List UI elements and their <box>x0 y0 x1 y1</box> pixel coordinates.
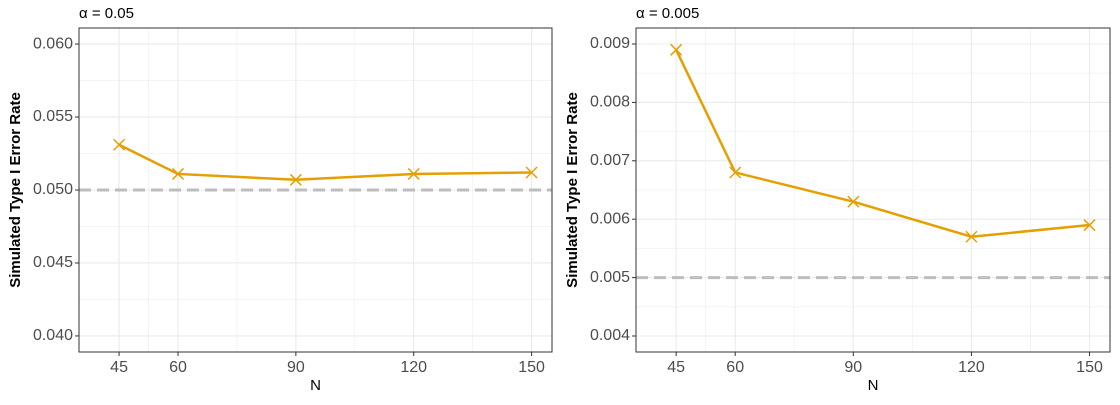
y-tick-label: 0.045 <box>33 254 73 271</box>
y-tick-label: 0.040 <box>33 327 73 344</box>
y-tick-label: 0.006 <box>590 210 630 227</box>
y-axis-label: Simulated Type I Error Rate <box>7 92 24 288</box>
point-marker <box>670 43 683 56</box>
y-tick-label: 0.007 <box>590 152 630 169</box>
x-tick-label: 90 <box>287 359 305 376</box>
y-tick-label: 0.008 <box>590 94 630 111</box>
x-tick-label: 120 <box>400 359 427 376</box>
point-marker <box>113 138 126 151</box>
point-marker <box>847 195 860 208</box>
x-tick-label: 120 <box>958 359 985 376</box>
series-line <box>118 143 532 182</box>
x-tick-label: 45 <box>667 359 685 376</box>
x-tick-label: 45 <box>110 359 128 376</box>
x-tick-label: 60 <box>726 359 744 376</box>
x-tick-label: 60 <box>169 359 187 376</box>
panel: α = 0.05 0.040 0.045 0.050 0.055 0.060 45 60 90 1… <box>7 5 553 394</box>
x-tick-label: 150 <box>518 359 545 376</box>
panel-title: α = 0.005 <box>636 5 699 22</box>
plot-border <box>78 27 553 353</box>
x-tick-label: 90 <box>844 359 862 376</box>
panel-title: α = 0.05 <box>79 5 134 22</box>
y-tick-label: 0.004 <box>590 327 630 344</box>
y-axis-label: Simulated Type I Error Rate <box>564 92 581 288</box>
point-marker <box>729 166 742 179</box>
point-marker <box>525 166 538 179</box>
series-line <box>675 49 1090 238</box>
x-tick-label: 150 <box>1076 359 1103 376</box>
plot-border <box>635 27 1111 353</box>
x-axis-label: N <box>310 377 321 394</box>
point-marker <box>171 167 185 180</box>
x-axis-label: N <box>868 377 879 394</box>
y-tick-label: 0.050 <box>33 181 73 198</box>
panel: α = 0.005 0.004 0.005 0.006 0.007 0.008 0.009 4… <box>564 5 1111 394</box>
point-marker <box>1083 219 1096 232</box>
y-tick-label: 0.060 <box>33 35 73 52</box>
point-marker <box>965 230 978 243</box>
y-tick-label: 0.009 <box>590 35 630 52</box>
y-tick-label: 0.005 <box>590 269 630 286</box>
y-tick-label: 0.055 <box>33 108 73 125</box>
point-marker <box>289 173 302 186</box>
point-marker <box>407 167 420 180</box>
